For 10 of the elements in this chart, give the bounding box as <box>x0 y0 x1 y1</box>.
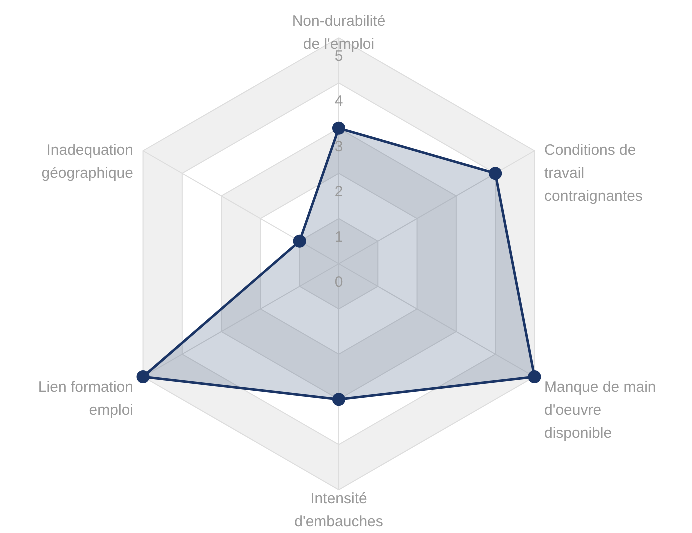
y-tick-label: 2 <box>334 184 344 201</box>
spoke-label: Lien formation emploi <box>38 379 134 420</box>
y-tick-label: 3 <box>334 138 344 156</box>
spoke-label: Inadequation géographique <box>42 142 134 182</box>
spoke-label: Conditions de travail contraignantes <box>544 142 643 205</box>
y-tick-label: 4 <box>334 93 344 110</box>
spoke-label: Manque de main d'oeuvre disponible <box>544 379 656 442</box>
y-tick-label: 0 <box>334 274 344 291</box>
y-tick-label: 1 <box>334 228 344 246</box>
spoke-label: Intensité d'embauches <box>294 490 384 530</box>
